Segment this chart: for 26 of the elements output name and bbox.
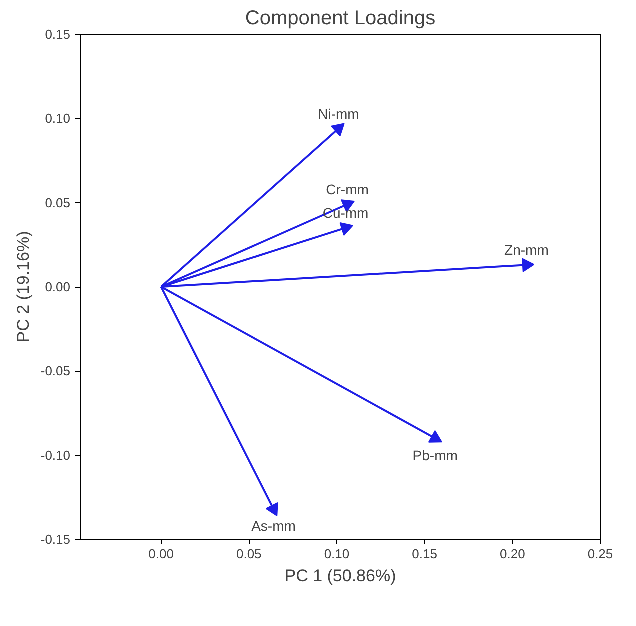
chart-title: Component Loadings	[245, 8, 436, 30]
x-tick-label: 0.05	[236, 546, 262, 562]
y-tick-label: -0.10	[40, 448, 71, 463]
y-tick-label: 0.00	[45, 280, 71, 294]
x-tick-label: 0.20	[500, 546, 526, 562]
annotation: Cu-mm	[322, 205, 369, 222]
annotation: Cr-mm	[326, 182, 369, 198]
point	[340, 222, 354, 236]
y-tick-label: -0.05	[40, 364, 71, 379]
x-tick-label: 0.25	[588, 546, 614, 562]
point	[331, 123, 345, 137]
y-axis-title: PC 2 (19.16%)	[14, 231, 33, 343]
annotation: Pb-mm	[412, 448, 458, 464]
annotation: Zn-mm	[504, 242, 549, 258]
annotation: As-mm	[252, 518, 296, 534]
x-axis-title: PC 1 (50.86%)	[284, 566, 396, 586]
y-tick-label: 0.05	[45, 195, 71, 210]
annotation: Ni-mm	[318, 106, 360, 122]
x-tick-label: 0.15	[412, 546, 438, 562]
y-tick-label: 0.15	[45, 27, 71, 42]
x-tick-label: 0.10	[324, 546, 350, 562]
point	[522, 258, 535, 272]
x-tick-label: 0.00	[148, 546, 174, 562]
y-tick-label: -0.15	[40, 532, 71, 547]
y-tick-label: 0.10	[45, 111, 71, 126]
point	[266, 502, 278, 516]
